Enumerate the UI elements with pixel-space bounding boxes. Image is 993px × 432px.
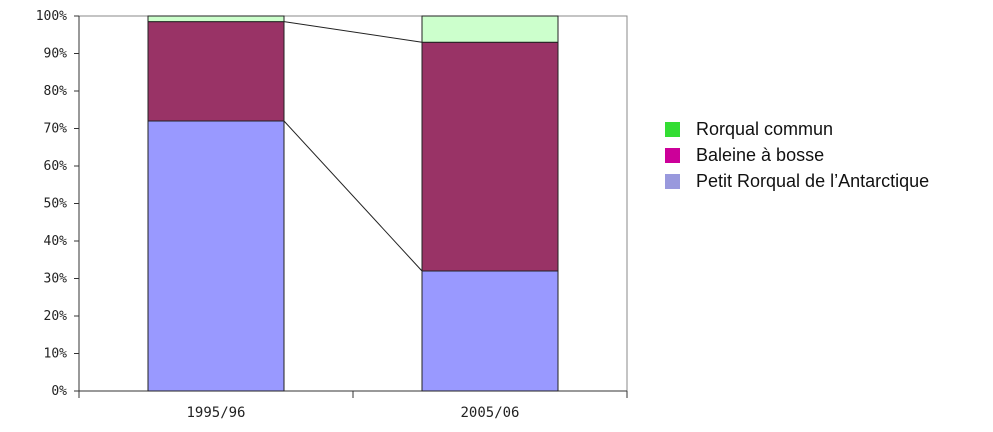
legend-swatch-rorqual-commun [665, 121, 680, 137]
legend-label-baleine-a-bosse: Baleine à bosse [696, 144, 825, 165]
bar-segment-petit-rorqual [421, 270, 559, 392]
y-tick-label: 80% [44, 84, 68, 99]
y-tick-label: 90% [44, 47, 68, 62]
legend-swatch-petit-rorqual [665, 173, 680, 189]
y-tick-label: 60% [44, 159, 68, 174]
bar-segment-rorqual-commun [421, 15, 559, 43]
legend-item-baleine-a-bosse: Baleine à bosse [665, 142, 929, 168]
series-connector-line [283, 120, 423, 272]
bar-segment-baleine-a-bosse [147, 21, 285, 122]
x-tick-label: 2005/06 [460, 405, 519, 421]
y-tick-label: 100% [36, 9, 67, 24]
legend-swatch-baleine-a-bosse [665, 147, 680, 163]
series-connector-line [283, 21, 423, 43]
bar-segment-petit-rorqual [147, 120, 285, 392]
x-tick-label: 1995/96 [186, 405, 245, 421]
y-tick-label: 0% [51, 384, 67, 399]
y-tick-label: 20% [44, 309, 68, 324]
y-tick-label: 30% [44, 272, 68, 287]
y-tick-label: 70% [44, 122, 68, 137]
legend-label-rorqual-commun: Rorqual commun [696, 118, 834, 139]
legend-item-petit-rorqual: Petit Rorqual de l’Antarctique [665, 168, 929, 194]
bar-segment-baleine-a-bosse [421, 41, 559, 272]
legend: Rorqual commun Baleine à bosse Petit Ror… [665, 116, 929, 194]
y-tick-label: 50% [44, 197, 68, 212]
bar-segment-rorqual-commun [147, 15, 285, 23]
legend-item-rorqual-commun: Rorqual commun [665, 116, 929, 142]
y-tick-label: 10% [44, 347, 68, 362]
legend-label-petit-rorqual: Petit Rorqual de l’Antarctique [696, 170, 930, 191]
y-tick-label: 40% [44, 234, 68, 249]
